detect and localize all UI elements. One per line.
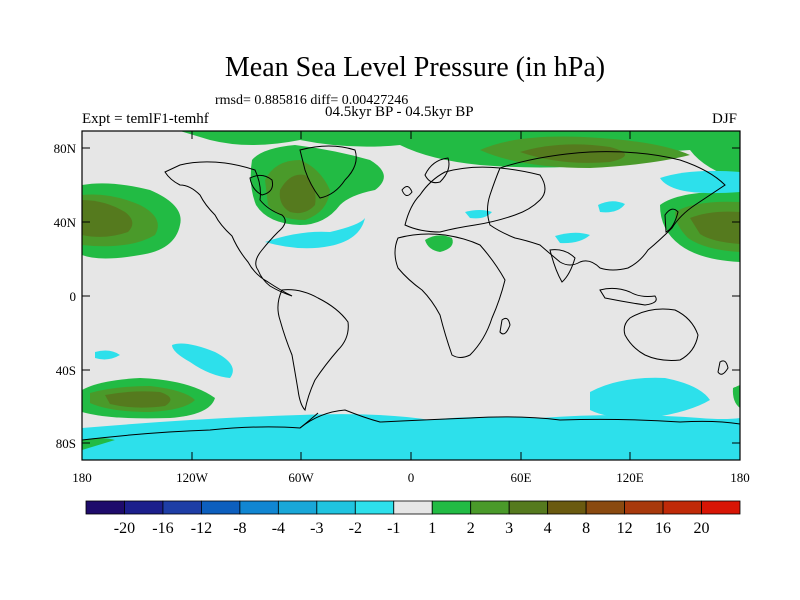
anomaly-region	[598, 201, 625, 213]
colorbar-label: 16	[655, 520, 671, 537]
colorbar-swatch	[547, 500, 587, 515]
coastline-scandinavia	[424, 157, 450, 184]
colorbar-swatch	[393, 500, 433, 515]
anomaly-region	[690, 211, 740, 244]
coastline-madagascar	[499, 317, 511, 335]
colorbar-label: 8	[582, 520, 590, 537]
lat-label: 0	[70, 289, 77, 304]
colorbar-label: -12	[191, 520, 212, 537]
coastline-antarctica	[82, 409, 740, 441]
coastline-africa	[394, 233, 506, 358]
lat-label: 40S	[56, 363, 76, 378]
colorbar-label: -1	[387, 520, 400, 537]
colorbar-swatch	[431, 500, 472, 515]
stats-line: rmsd= 0.885816 diff= 0.00427246	[215, 93, 409, 108]
anomaly-region	[279, 174, 316, 214]
colorbar-label: -16	[152, 520, 173, 537]
coastlines	[82, 145, 740, 441]
anomaly-region	[555, 232, 590, 244]
coastline-australia	[623, 308, 699, 361]
colorbar-swatch	[201, 500, 241, 515]
anomaly-region	[172, 343, 233, 378]
colorbar-swatch	[124, 500, 164, 515]
colorbar-swatch	[585, 500, 625, 515]
colorbar-label: -3	[310, 520, 323, 537]
coastline-japan	[664, 208, 679, 233]
colorbar-swatch	[508, 500, 549, 515]
colorbar-swatch	[316, 500, 356, 515]
anomaly-region	[425, 235, 453, 252]
lon-label: 120W	[176, 470, 209, 485]
anomaly-region	[105, 391, 171, 408]
colorbar-label: 4	[544, 520, 552, 537]
coastline-new-zealand	[717, 360, 729, 375]
colorbar-swatch	[662, 500, 702, 515]
anomaly-region	[660, 170, 740, 194]
anomaly-region	[82, 200, 133, 237]
coastline-india	[549, 249, 576, 283]
colorbar-label: -20	[114, 520, 135, 537]
anomaly-region	[465, 210, 492, 219]
colorbar-swatch	[239, 500, 279, 515]
coastline-south-america	[277, 289, 349, 412]
colorbar-label: -4	[272, 520, 285, 537]
colorbar-label: 1	[428, 520, 436, 537]
coastline-north-america	[164, 161, 293, 297]
colorbar-swatch	[624, 500, 664, 515]
anomaly-region	[590, 377, 710, 419]
lat-label: 80N	[54, 141, 77, 156]
coastline-indonesia	[599, 287, 657, 306]
colorbar-swatch	[701, 500, 741, 515]
lon-label: 0	[408, 470, 415, 485]
anomaly-region	[95, 350, 120, 360]
lon-label: 60E	[511, 470, 532, 485]
anomaly-region	[732, 385, 740, 408]
lon-label: 180	[730, 470, 750, 485]
lon-label: 60W	[288, 470, 314, 485]
period-line: 04.5kyr BP - 04.5kyr BP	[325, 104, 474, 120]
coastline-greenland	[299, 145, 357, 199]
anomaly-region	[265, 218, 365, 249]
colorbar-label: 3	[505, 520, 513, 537]
lon-label: 120E	[616, 470, 644, 485]
longitude-axis: 180 120W 60W 0 60E 120E 180	[72, 131, 750, 485]
lon-label: 180	[72, 470, 92, 485]
anomaly-region	[82, 414, 740, 460]
latitude-axis: 80N 40N 0 40S 80S	[54, 141, 740, 451]
map-panel	[82, 131, 740, 460]
colorbar-swatch	[354, 500, 395, 515]
coastline-antarctic-peninsula	[299, 412, 319, 429]
colorbar-swatch	[470, 500, 510, 515]
season-label: DJF	[712, 111, 738, 127]
colorbar-label: 12	[617, 520, 633, 537]
lat-label: 80S	[56, 436, 76, 451]
colorbar-swatch	[162, 500, 202, 515]
colorbar: -20 -16 -12 -8 -4 -3 -2 -1 1 2 3 4 8 12 16 20	[85, 500, 741, 537]
colorbar-label: 20	[694, 520, 710, 537]
anomaly-region	[82, 438, 115, 450]
coastline-britain	[401, 186, 413, 196]
colorbar-label: -2	[349, 520, 362, 537]
colorbar-label: -8	[233, 520, 246, 537]
colorbar-swatch	[277, 500, 318, 515]
lat-label: 40N	[54, 215, 77, 230]
colorbar-label: 2	[467, 520, 475, 537]
coastline-asia	[487, 151, 726, 271]
coastline-hudson	[249, 174, 273, 196]
colorbar-swatch	[85, 500, 125, 515]
experiment-label: Expt = temlF1-temhf	[82, 111, 209, 127]
chart-title: Mean Sea Level Pressure (in hPa)	[224, 52, 606, 83]
